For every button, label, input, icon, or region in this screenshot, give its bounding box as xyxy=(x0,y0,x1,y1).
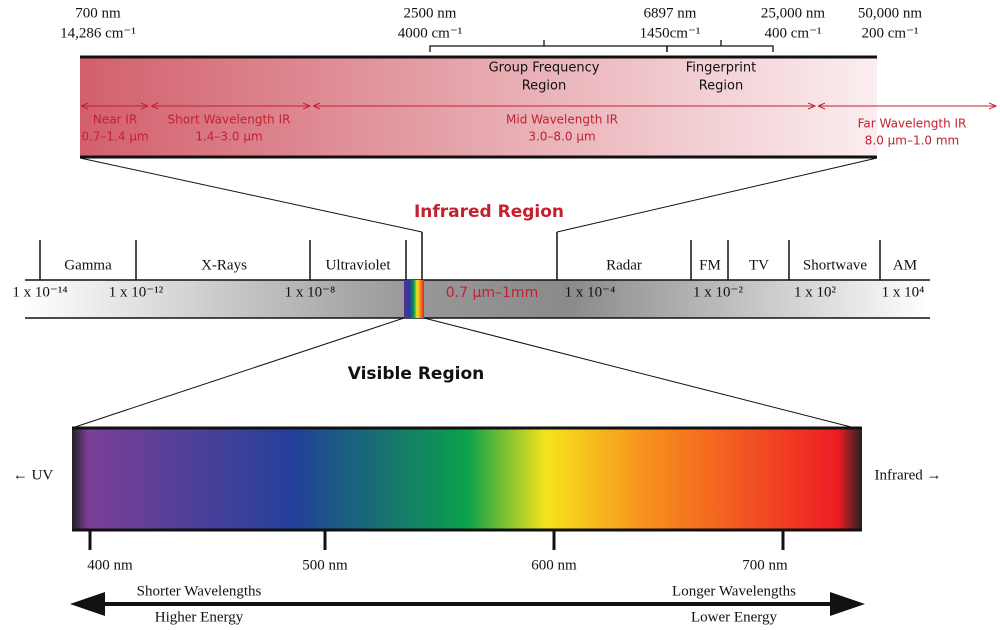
tick-label: 500 nm xyxy=(302,557,348,573)
spectrum-bar xyxy=(25,280,930,318)
region-label: AM xyxy=(893,257,917,273)
band-range: 1.4–3.0 µm xyxy=(195,130,262,144)
visible-bar xyxy=(72,428,862,530)
zoom-line xyxy=(71,317,405,429)
wavenumber-label: 200 cm⁻¹ xyxy=(862,25,919,41)
band-range: 8.0 µm–1.0 mm xyxy=(865,134,960,148)
region-label: TV xyxy=(749,257,769,273)
bracket-label: Fingerprint xyxy=(686,61,757,76)
bracket-label: Group Frequency xyxy=(489,61,600,76)
energy-label: Longer Wavelengths xyxy=(672,583,796,599)
energy-label: Shorter Wavelengths xyxy=(137,583,262,599)
wavenumber-label: 14,286 cm⁻¹ xyxy=(60,25,136,41)
region-label: FM xyxy=(699,257,721,273)
uv-label: ← UV xyxy=(13,467,54,483)
region-label: Radar xyxy=(606,257,642,273)
wavenumber-label: 4000 cm⁻¹ xyxy=(398,25,463,41)
tick-label: 700 nm xyxy=(742,557,788,573)
wavelength-label: 700 nm xyxy=(75,5,121,21)
band-name: Far Wavelength IR xyxy=(858,117,967,131)
scale-label: 1 x 10² xyxy=(794,284,837,300)
ir-range: 0.7 µm–1mm xyxy=(446,285,538,301)
visible-strip xyxy=(404,280,424,318)
region-label: Gamma xyxy=(64,257,112,273)
bracket xyxy=(666,40,774,52)
energy-label: Lower Energy xyxy=(691,609,777,625)
wavenumber-label: 1450cm⁻¹ xyxy=(640,25,701,41)
visible-title: Visible Region xyxy=(348,364,484,384)
wavelength-label: 6897 nm xyxy=(644,5,697,21)
scale-label: 1 x 10⁴ xyxy=(882,284,925,300)
wavenumber-label: 400 cm⁻¹ xyxy=(765,25,822,41)
band-name: Mid Wavelength IR xyxy=(506,113,618,127)
zoom-line xyxy=(556,157,878,233)
infrared-label: Infrared → xyxy=(874,467,941,483)
scale-label: 1 x 10⁻¹⁴ xyxy=(12,284,67,300)
band-name: Short Wavelength IR xyxy=(168,113,291,127)
region-label: Shortwave xyxy=(803,257,867,273)
bracket xyxy=(429,40,668,52)
wavelength-label: 50,000 nm xyxy=(858,5,923,21)
band-range: 0.7–1.4 µm xyxy=(81,130,148,144)
tick-label: 600 nm xyxy=(531,557,577,573)
region-label: Ultraviolet xyxy=(326,257,392,273)
wavelength-label: 25,000 nm xyxy=(761,5,826,21)
scale-label: 1 x 10⁻⁸ xyxy=(285,284,336,300)
region-dividers xyxy=(39,232,881,280)
bracket-label: Region xyxy=(699,79,744,94)
scale-label: 1 x 10⁻² xyxy=(693,284,743,300)
bracket-label: Region xyxy=(522,79,567,94)
wavelength-label: 2500 nm xyxy=(404,5,457,21)
zoom-line xyxy=(79,157,423,233)
scale-label: 1 x 10⁻¹² xyxy=(109,284,164,300)
band-range: 3.0–8.0 µm xyxy=(528,130,595,144)
energy-label: Higher Energy xyxy=(155,609,244,625)
tick-label: 400 nm xyxy=(87,557,133,573)
scale-label: 1 x 10⁻⁴ xyxy=(565,284,616,300)
energy-arrow xyxy=(70,592,865,616)
region-label: X-Rays xyxy=(201,257,247,273)
zoom-line xyxy=(423,317,856,429)
infrared-title: Infrared Region xyxy=(414,202,564,222)
band-name: Near IR xyxy=(93,113,137,127)
